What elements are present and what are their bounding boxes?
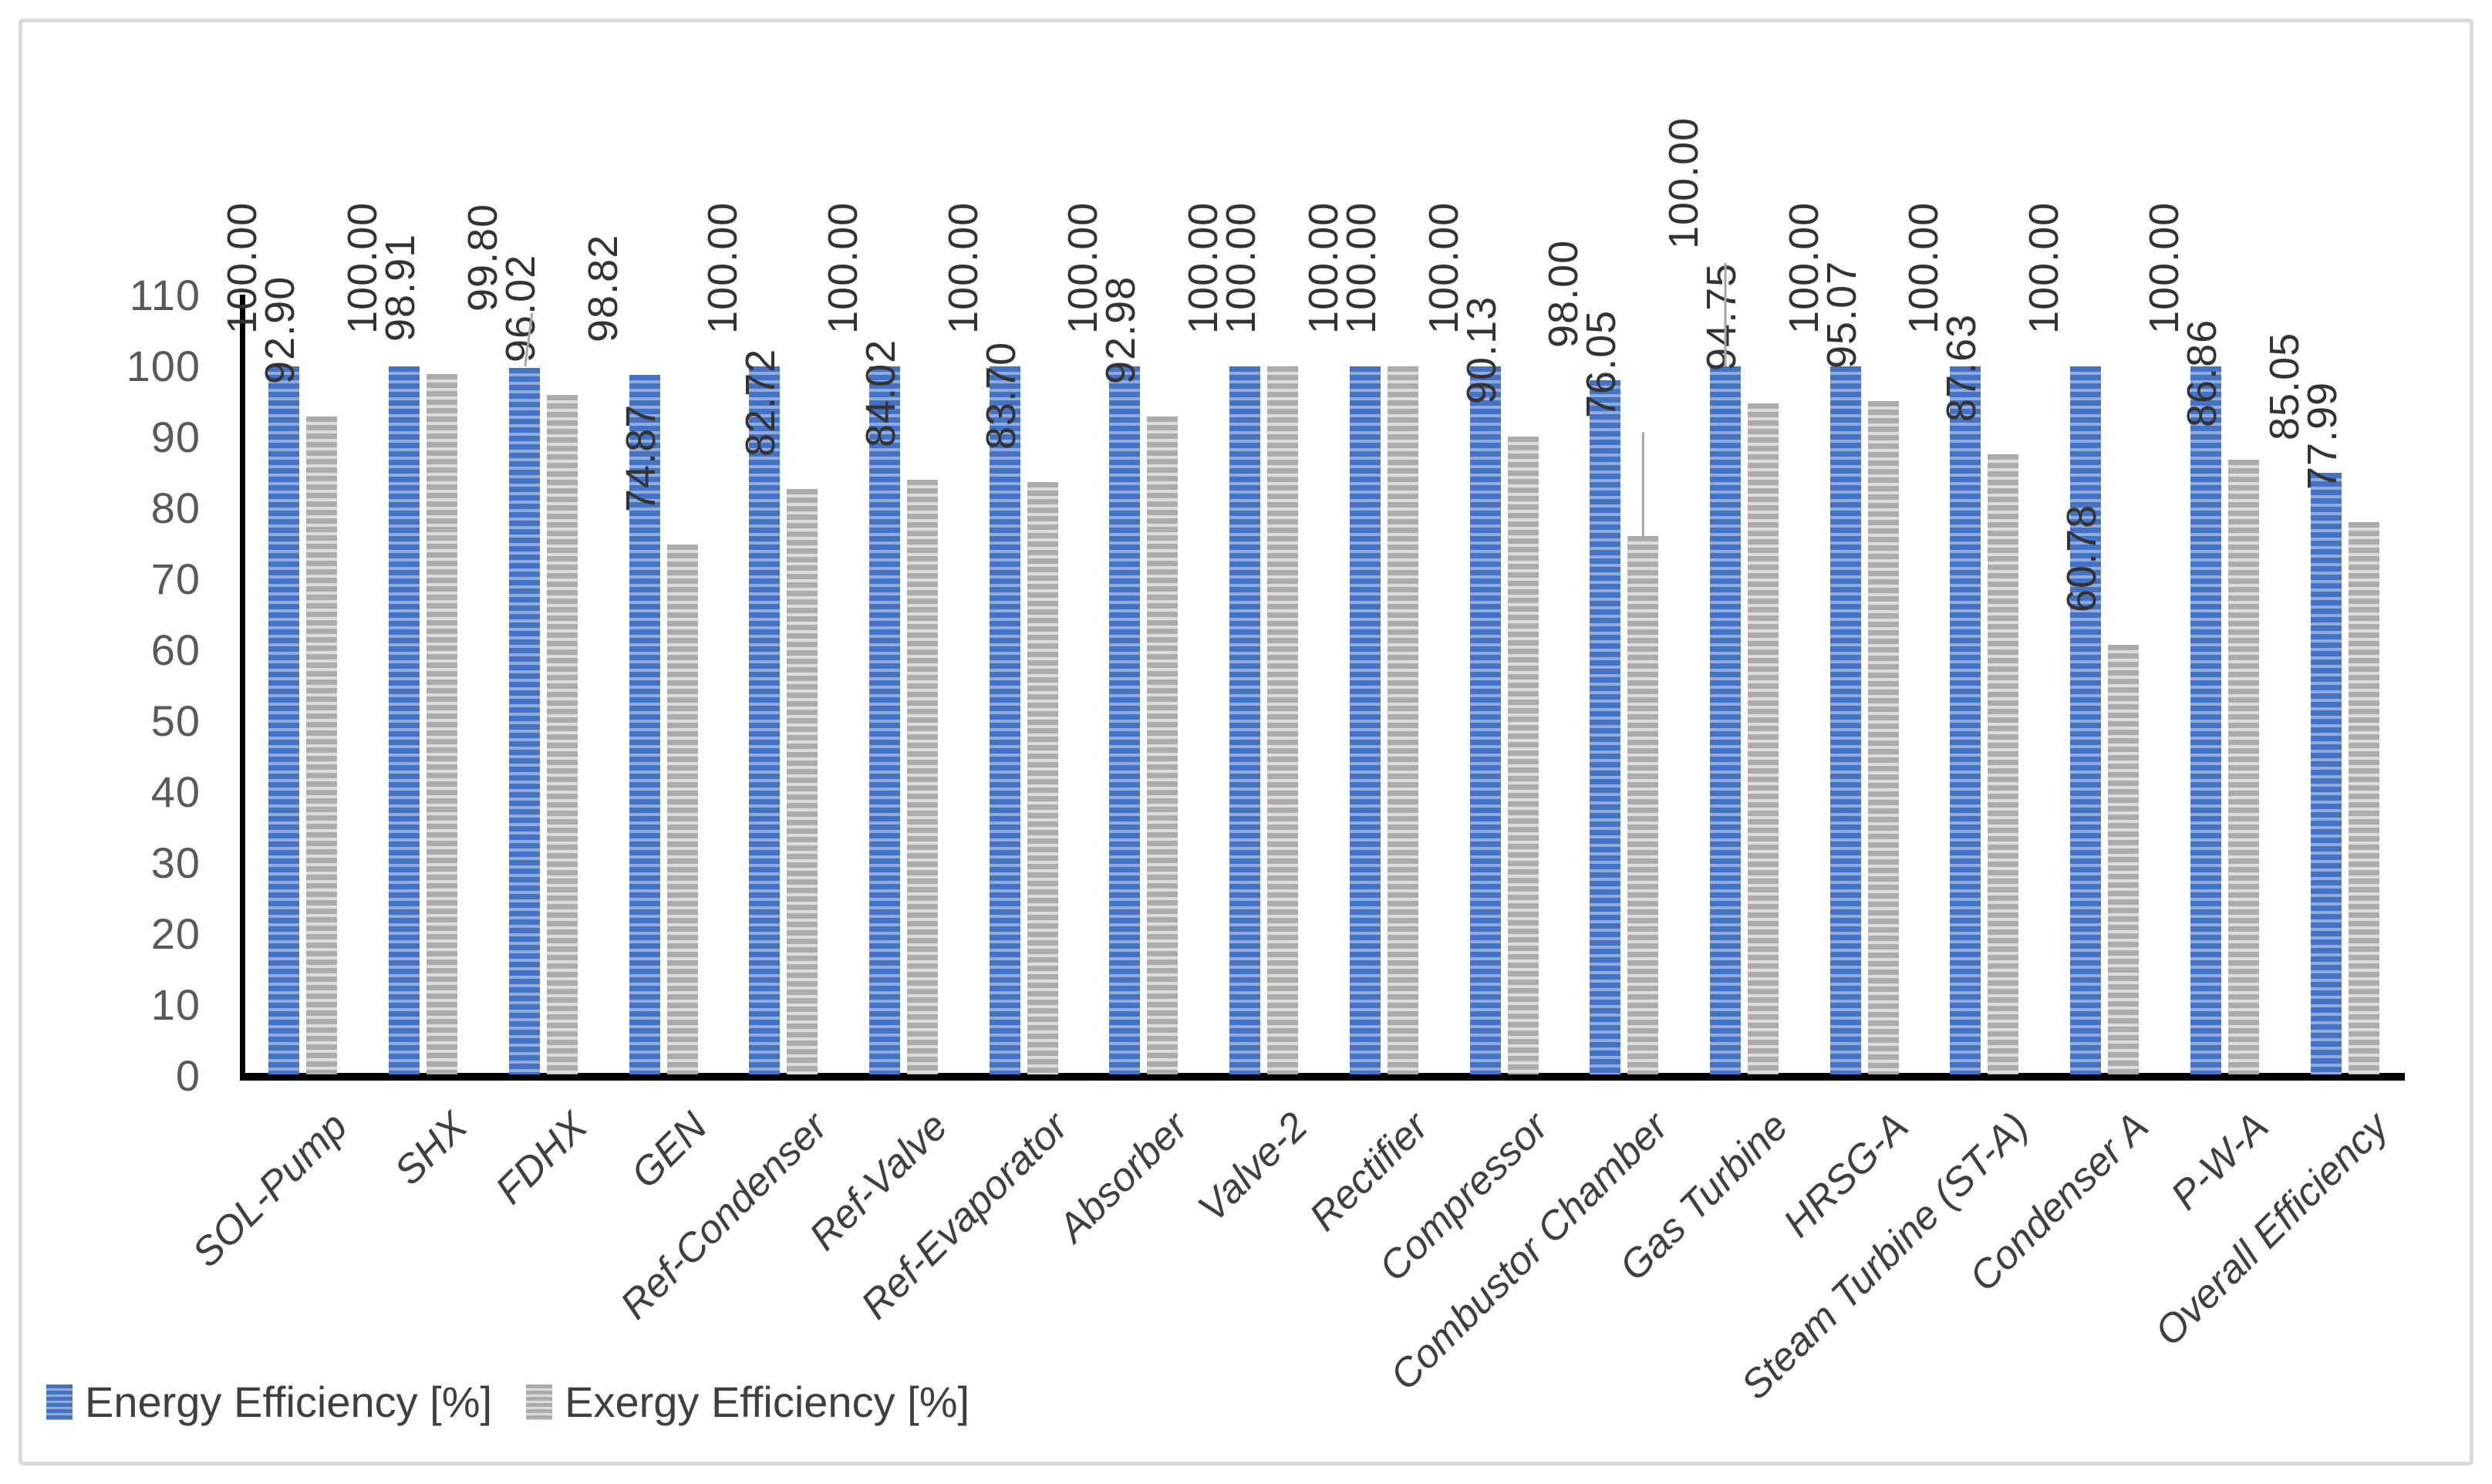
- value-label: 94.75: [1698, 263, 1745, 372]
- value-label: 100.00: [1337, 201, 1384, 334]
- value-label: 100.00: [2021, 201, 2068, 334]
- value-label: 77.99: [2298, 382, 2345, 491]
- bar-exergy: [787, 488, 818, 1074]
- bar-energy: [1829, 366, 1861, 1074]
- bar-exergy: [2348, 522, 2379, 1074]
- y-tick-label: 90: [150, 413, 201, 461]
- bar-energy: [1469, 366, 1501, 1074]
- bar-exergy: [306, 417, 338, 1074]
- exergy-series-swatch: [526, 1385, 553, 1420]
- value-label: 74.87: [617, 404, 664, 513]
- bar-energy: [1710, 366, 1742, 1074]
- y-axis-line: [240, 295, 245, 1076]
- bar-energy: [868, 366, 900, 1074]
- y-tick-label: 40: [150, 767, 201, 816]
- legend-label-energy: Energy Efficiency [%]: [85, 1378, 493, 1426]
- bar-exergy: [1507, 436, 1539, 1074]
- bar-energy: [389, 366, 420, 1074]
- value-label: 92.98: [1098, 275, 1145, 384]
- y-tick-label: 60: [150, 626, 201, 674]
- value-label: 76.05: [1578, 310, 1625, 419]
- value-label: 82.72: [737, 348, 784, 457]
- bar-exergy: [546, 394, 578, 1074]
- bar-energy: [989, 366, 1020, 1074]
- bar-exergy: [666, 545, 698, 1074]
- bar-energy: [1950, 366, 1981, 1074]
- value-label: 83.70: [977, 341, 1024, 450]
- bar-energy: [508, 367, 540, 1074]
- bar-exergy: [1748, 403, 1779, 1074]
- bar-energy: [1229, 366, 1261, 1074]
- value-label: 100.00: [1661, 116, 1708, 249]
- bar-energy: [2070, 366, 2102, 1074]
- value-label: 100.00: [2140, 201, 2187, 334]
- bar-exergy: [1988, 454, 2019, 1074]
- y-tick-label: 110: [129, 271, 201, 319]
- value-label: 86.86: [2178, 319, 2225, 427]
- energy-series-swatch: [46, 1385, 73, 1420]
- y-tick-label: 20: [150, 909, 201, 958]
- y-tick-label: 30: [150, 838, 201, 887]
- bar-exergy: [1387, 366, 1418, 1074]
- bar-exergy: [1147, 416, 1179, 1074]
- bar-exergy: [1867, 401, 1899, 1074]
- bar-energy: [268, 366, 300, 1074]
- bar-exergy: [1027, 481, 1058, 1074]
- bar-energy: [1109, 366, 1141, 1074]
- y-tick-label: 100: [126, 342, 201, 390]
- legend: Energy Efficiency [%] Exergy Efficiency …: [46, 1381, 969, 1424]
- value-label: 90.13: [1458, 295, 1505, 404]
- bar-energy: [629, 374, 660, 1074]
- value-label: 92.90: [257, 276, 304, 385]
- y-tick-label: 80: [150, 484, 201, 532]
- y-tick-label: 70: [150, 555, 201, 603]
- chart-frame: [19, 19, 2473, 1465]
- value-label: 100.00: [700, 201, 747, 334]
- value-label: 96.02: [497, 254, 544, 363]
- value-label: 100.00: [1218, 201, 1265, 334]
- bar-energy: [2310, 472, 2342, 1074]
- bar-energy: [2190, 366, 2221, 1074]
- legend-item-energy: Energy Efficiency [%]: [46, 1381, 492, 1424]
- bar-energy: [1590, 380, 1621, 1074]
- value-label: 95.07: [1818, 261, 1865, 369]
- bar-exergy: [906, 480, 938, 1074]
- bar-energy: [1349, 366, 1381, 1074]
- y-tick-label: 0: [175, 1051, 201, 1100]
- y-tick-label: 50: [150, 696, 201, 745]
- bar-exergy: [1627, 536, 1659, 1074]
- value-label: 100.00: [939, 201, 986, 334]
- bar-exergy: [427, 374, 458, 1074]
- value-label: 98.82: [579, 234, 626, 342]
- bar-exergy: [2108, 644, 2140, 1074]
- legend-item-exergy: Exergy Efficiency [%]: [526, 1381, 969, 1424]
- bar-exergy: [1267, 366, 1299, 1074]
- value-label: 60.78: [2059, 504, 2106, 612]
- legend-label-exergy: Exergy Efficiency [%]: [565, 1378, 970, 1426]
- x-axis-line: [240, 1073, 2405, 1081]
- value-label: 87.63: [1938, 313, 1985, 422]
- value-label: 98.91: [377, 233, 424, 342]
- value-label: 84.02: [857, 339, 904, 448]
- bar-exergy: [2227, 459, 2259, 1074]
- bar-energy: [749, 366, 781, 1074]
- y-tick-label: 10: [150, 980, 201, 1029]
- value-label: 100.00: [819, 201, 866, 334]
